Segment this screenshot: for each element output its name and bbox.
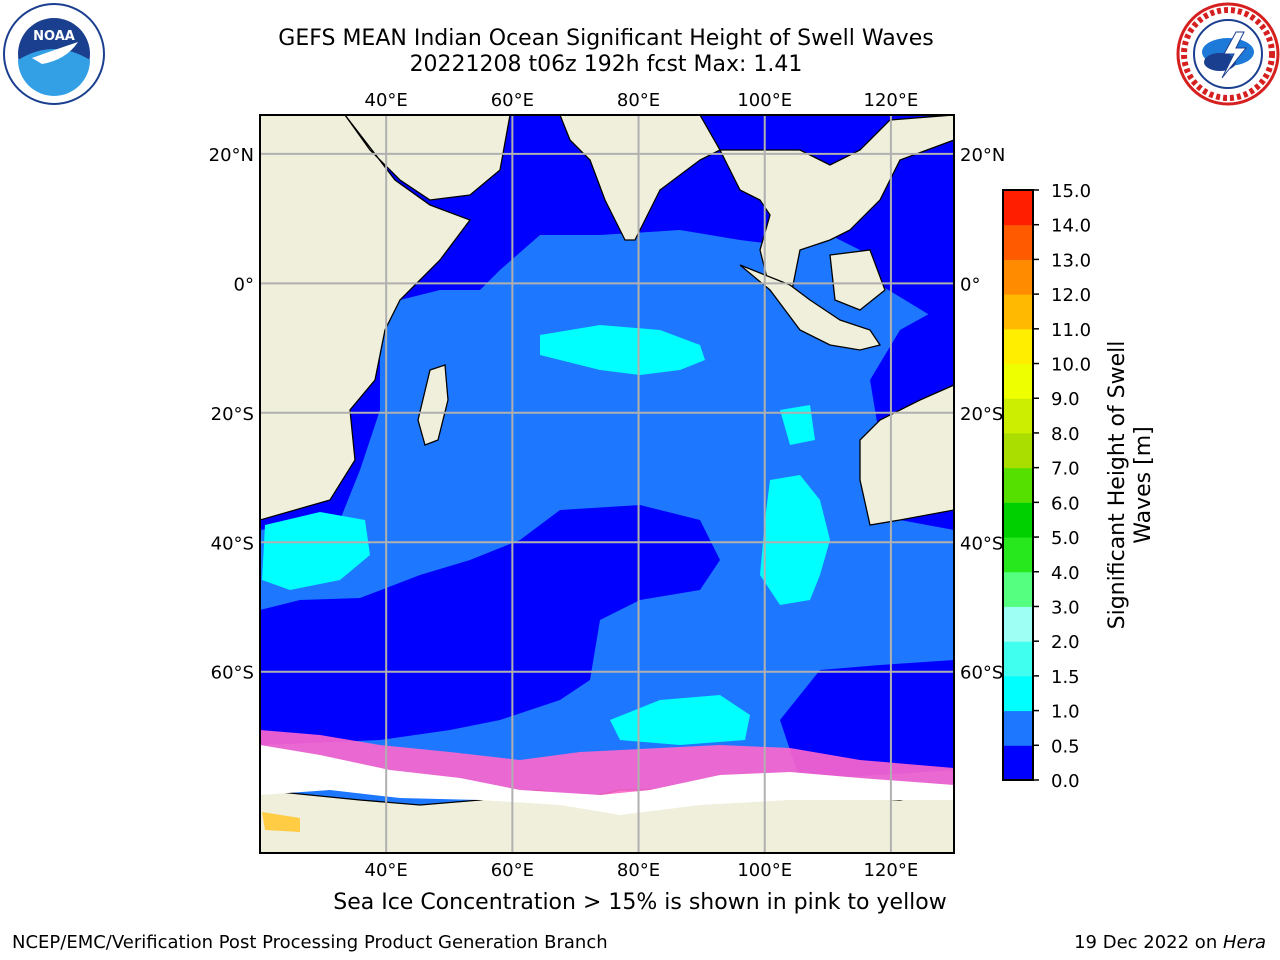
colorbar: 0.0 0.5 1.0 1.5 2.0 3.0 4.0 5.0 6.0 7.0 8.0 9.0 10.0…: [1002, 181, 1091, 792]
colorbar-segment: [1003, 641, 1033, 677]
map-panel: [260, 115, 954, 853]
colorbar-segment: [1003, 467, 1033, 503]
colorbar-segment: [1003, 398, 1033, 434]
lon-tick-top: 60°E: [491, 90, 534, 111]
lon-tick-top: 120°E: [864, 90, 919, 111]
lon-tick-top: 40°E: [365, 90, 408, 111]
colorbar-segment: [1003, 224, 1033, 260]
lat-tick-right: 60°S: [960, 663, 1003, 684]
map-tick-labels: 40°E 40°E 60°E 60°E 80°E 80°E 100°E 100°E 120°E 1…: [209, 90, 1006, 881]
africa-arabia-land: [260, 115, 511, 521]
sea-ice-band: [260, 730, 954, 832]
colorbar-segment: [1003, 675, 1033, 712]
colorbar-tick-label: 2.0: [1051, 632, 1080, 653]
producer-credit: NCEP/EMC/Verification Post Processing Pr…: [12, 932, 608, 953]
lon-tick-bottom: 40°E: [365, 860, 408, 881]
colorbar-tick-label: 7.0: [1051, 459, 1080, 480]
lon-tick-bottom: 60°E: [491, 860, 534, 881]
sea-ice-yellow: [262, 812, 300, 832]
colorbar-tick-label: 3.0: [1051, 597, 1080, 618]
colorbar-tick-label: 1.5: [1051, 667, 1080, 688]
lat-tick-right: 20°N: [960, 145, 1005, 166]
southeast-low: [780, 660, 954, 780]
colorbar-segment: [1003, 432, 1033, 469]
colorbar-tick-label: 12.0: [1051, 285, 1091, 306]
colorbar-tick-label: 9.0: [1051, 389, 1080, 410]
lat-tick-right: 20°S: [960, 404, 1003, 425]
svg-text:NOAA: NOAA: [33, 29, 75, 44]
colorbar-segment: [1003, 745, 1033, 781]
east-cyan-patch: [760, 475, 830, 605]
high-swell-region: [262, 325, 830, 745]
madagascar-land: [417, 364, 449, 446]
colorbar-segment: [1003, 363, 1033, 399]
colorbar-segment: [1003, 606, 1033, 642]
lon-tick-bottom: 80°E: [617, 860, 660, 881]
colorbar-segment: [1003, 710, 1033, 746]
colorbar-tick-label: 1.0: [1051, 702, 1080, 723]
production-date: 19 Dec 2022 on Hera: [1074, 932, 1266, 953]
nws-logo-icon: [1176, 2, 1280, 106]
map-frame: [259, 114, 955, 854]
noaa-logo-icon: NOAA: [3, 3, 105, 105]
colorbar-tick-label: 11.0: [1051, 320, 1091, 341]
colorbar-tick-label: 15.0: [1051, 181, 1091, 202]
colorbar-tick-label: 0.5: [1051, 736, 1080, 757]
chart-title: GEFS MEAN Indian Ocean Significant Heigh…: [0, 26, 1212, 78]
colorbar-label-line-1: Significant Height of Swell: [1105, 341, 1130, 630]
sumatra-borneo-land: [739, 249, 886, 351]
title-line-1: GEFS MEAN Indian Ocean Significant Heigh…: [278, 26, 934, 51]
southeast-asia-land: [718, 115, 954, 301]
colorbar-tick-label: 5.0: [1051, 528, 1080, 549]
land-masses: [260, 115, 954, 853]
southern-low-band: [260, 505, 720, 745]
west-cyan-patch: [262, 512, 370, 590]
colorbar-frame: [1002, 189, 1034, 781]
lon-tick-top: 80°E: [617, 90, 660, 111]
southern-cyan-patch: [610, 695, 750, 745]
colorbar-tick-label: 6.0: [1051, 493, 1080, 514]
lon-tick-bottom: 100°E: [737, 860, 792, 881]
colorbar-tick-label: 4.0: [1051, 563, 1080, 584]
sea-ice-note: Sea Ice Concentration > 15% is shown in …: [333, 890, 947, 915]
australia-land: [859, 384, 954, 526]
colorbar-tick-label: 10.0: [1051, 355, 1091, 376]
title-line-2: 20221208 t06z 192h fcst Max: 1.41: [409, 52, 803, 77]
colorbar-tick-label: 13.0: [1051, 250, 1091, 271]
colorbar-segment: [1003, 571, 1033, 607]
colorbar-segment: [1003, 502, 1033, 538]
production-host: Hera: [1222, 932, 1266, 953]
lat-tick-right: 0°: [960, 274, 980, 295]
colorbar-segment: [1003, 259, 1033, 295]
ice-cap-white: [260, 745, 954, 815]
production-date-text: 19 Dec 2022 on: [1074, 932, 1223, 953]
lat-tick-left: 60°S: [211, 663, 254, 684]
lat-tick-right: 40°S: [960, 533, 1003, 554]
colorbar-segment: [1003, 190, 1033, 226]
lat-tick-left: 40°S: [211, 533, 254, 554]
lat-tick-left: 0°: [234, 274, 254, 295]
colorbar-tick-label: 0.0: [1051, 771, 1080, 792]
colorbar-tick-label: 8.0: [1051, 424, 1080, 445]
lat-tick-left: 20°N: [209, 145, 254, 166]
lon-tick-top: 100°E: [737, 90, 792, 111]
colorbar-segment: [1003, 294, 1033, 330]
colorbar-tick-label: 14.0: [1051, 216, 1091, 237]
lat-tick-left: 20°S: [211, 404, 254, 425]
colorbar-label-line-2: Waves [m]: [1131, 426, 1156, 543]
lon-tick-bottom: 120°E: [864, 860, 919, 881]
india-land: [559, 115, 721, 241]
colorbar-segment: [1003, 537, 1033, 573]
colorbar-segment: [1003, 328, 1033, 365]
central-cyan-patch: [540, 325, 705, 375]
small-cyan-patch: [780, 405, 815, 445]
map-grid: [260, 115, 954, 853]
